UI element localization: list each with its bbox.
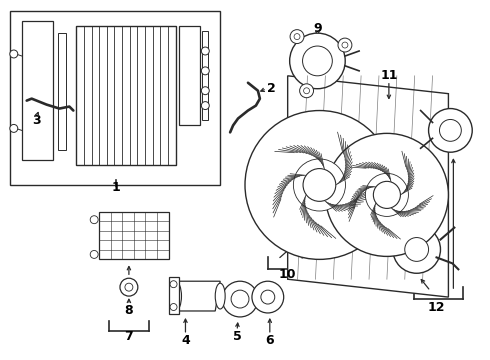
Circle shape — [90, 216, 98, 224]
Bar — [99, 212, 169, 260]
Text: 4: 4 — [181, 334, 190, 347]
Circle shape — [440, 120, 461, 141]
Circle shape — [125, 283, 133, 291]
Polygon shape — [288, 76, 448, 297]
Circle shape — [290, 33, 345, 89]
Text: 1: 1 — [112, 181, 121, 194]
Circle shape — [245, 111, 394, 260]
Bar — [76, 26, 175, 165]
Circle shape — [338, 38, 352, 52]
Text: 10: 10 — [279, 268, 296, 281]
Circle shape — [201, 102, 209, 109]
Circle shape — [90, 251, 98, 258]
Circle shape — [231, 290, 249, 308]
Bar — [58, 33, 66, 150]
Circle shape — [290, 30, 304, 44]
Ellipse shape — [170, 281, 181, 311]
Circle shape — [261, 290, 275, 304]
Text: 2: 2 — [268, 82, 276, 95]
Circle shape — [393, 226, 441, 273]
Ellipse shape — [215, 283, 225, 309]
Circle shape — [303, 168, 336, 201]
Text: 5: 5 — [233, 330, 242, 343]
Bar — [22, 21, 53, 160]
Text: 9: 9 — [313, 22, 322, 35]
Circle shape — [304, 88, 310, 94]
Text: 12: 12 — [428, 301, 445, 314]
Polygon shape — [175, 281, 220, 311]
Circle shape — [294, 159, 345, 211]
Polygon shape — [169, 277, 178, 314]
Circle shape — [252, 281, 284, 313]
Circle shape — [120, 278, 138, 296]
Circle shape — [366, 174, 409, 216]
Circle shape — [201, 87, 209, 95]
Circle shape — [342, 42, 348, 48]
Circle shape — [201, 67, 209, 75]
Text: 6: 6 — [266, 334, 274, 347]
Text: 11: 11 — [380, 69, 397, 82]
Circle shape — [10, 125, 18, 132]
Circle shape — [222, 281, 258, 317]
Circle shape — [325, 133, 448, 256]
Bar — [10, 11, 220, 185]
Bar — [178, 26, 200, 125]
Circle shape — [299, 84, 314, 98]
Circle shape — [294, 33, 300, 40]
Circle shape — [405, 238, 429, 261]
Bar — [202, 31, 208, 121]
Circle shape — [201, 47, 209, 55]
Circle shape — [429, 109, 472, 152]
Circle shape — [10, 50, 18, 58]
Text: 8: 8 — [124, 305, 133, 318]
Text: 7: 7 — [124, 330, 133, 343]
Circle shape — [373, 181, 400, 208]
Circle shape — [170, 281, 177, 288]
Circle shape — [170, 303, 177, 310]
Circle shape — [302, 46, 332, 76]
Text: 3: 3 — [32, 114, 41, 127]
